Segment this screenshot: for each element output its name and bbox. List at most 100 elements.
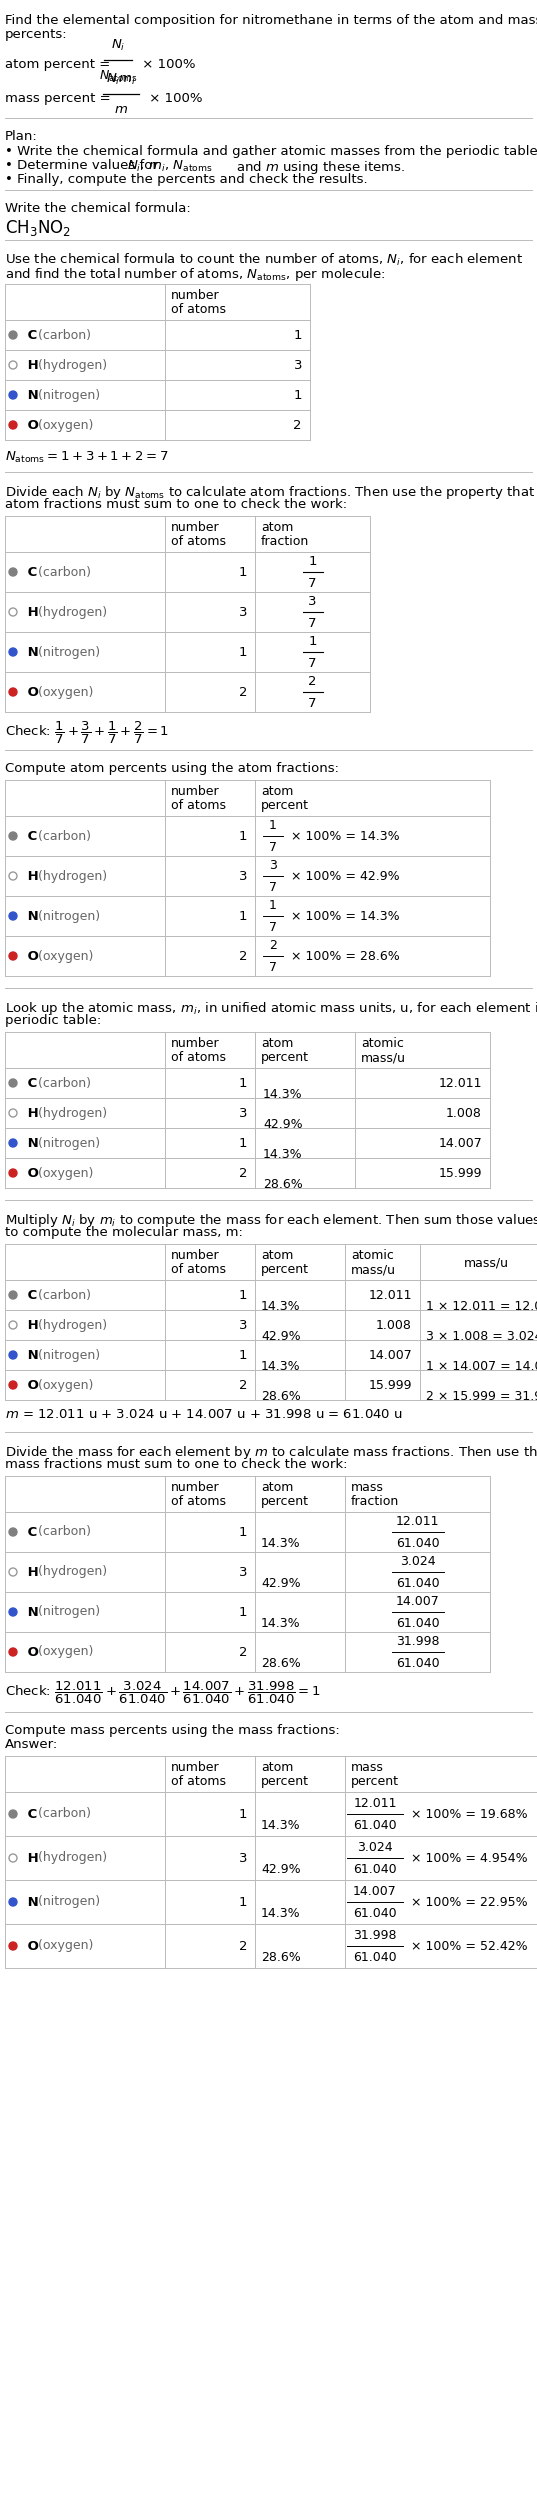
Text: 2: 2 <box>238 1377 247 1392</box>
Text: and $m$ using these items.: and $m$ using these items. <box>232 159 405 176</box>
Text: (carbon): (carbon) <box>34 567 91 579</box>
Text: 3: 3 <box>238 1566 247 1579</box>
Circle shape <box>9 1528 17 1536</box>
Text: number: number <box>171 1249 220 1262</box>
Circle shape <box>9 1941 17 1949</box>
Text: 1: 1 <box>238 1078 247 1090</box>
Circle shape <box>9 1647 17 1657</box>
Text: × 100% = 28.6%: × 100% = 28.6% <box>287 949 400 962</box>
Text: of atoms: of atoms <box>171 798 226 811</box>
Text: 7: 7 <box>308 657 317 670</box>
Text: 12.011: 12.011 <box>368 1289 412 1302</box>
Text: (carbon): (carbon) <box>34 1808 91 1821</box>
Text: 3 × 1.008 = 3.024: 3 × 1.008 = 3.024 <box>426 1330 537 1342</box>
Text: (oxygen): (oxygen) <box>34 1644 93 1659</box>
Text: 14.3%: 14.3% <box>261 1360 301 1372</box>
Text: 1: 1 <box>308 635 317 647</box>
Text: 1: 1 <box>269 899 277 912</box>
Text: (nitrogen): (nitrogen) <box>34 909 100 922</box>
Text: 42.9%: 42.9% <box>261 1863 301 1876</box>
Text: of atoms: of atoms <box>171 1264 226 1277</box>
Text: atom: atom <box>261 1037 293 1050</box>
Text: (oxygen): (oxygen) <box>34 1939 93 1951</box>
Text: N: N <box>23 1350 39 1362</box>
Text: C: C <box>23 828 37 844</box>
Text: H: H <box>23 1319 39 1332</box>
Text: 2: 2 <box>238 949 247 962</box>
Text: 14.007: 14.007 <box>368 1350 412 1362</box>
Text: percent: percent <box>261 1496 309 1508</box>
Text: 1: 1 <box>238 1526 247 1538</box>
Text: 3: 3 <box>294 358 302 373</box>
Text: Compute atom percents using the atom fractions:: Compute atom percents using the atom fra… <box>5 763 339 776</box>
Text: (nitrogen): (nitrogen) <box>34 645 100 660</box>
Text: N: N <box>23 388 39 400</box>
Text: × 100% = 19.68%: × 100% = 19.68% <box>407 1808 528 1821</box>
Text: 1: 1 <box>308 554 317 569</box>
Text: 7: 7 <box>269 841 277 854</box>
Text: 3: 3 <box>269 859 277 871</box>
Text: 1.008: 1.008 <box>376 1319 412 1332</box>
Text: 14.3%: 14.3% <box>263 1148 303 1161</box>
Circle shape <box>9 647 17 657</box>
Text: × 100% = 42.9%: × 100% = 42.9% <box>287 869 400 881</box>
Text: N: N <box>23 909 39 922</box>
Text: Check: $\dfrac{12.011}{61.040} + \dfrac{3.024}{61.040} + \dfrac{14.007}{61.040} : Check: $\dfrac{12.011}{61.040} + \dfrac{… <box>5 1680 321 1707</box>
Text: 1: 1 <box>238 1606 247 1619</box>
Text: Use the chemical formula to count the number of atoms, $N_i$, for each element: Use the chemical formula to count the nu… <box>5 252 523 267</box>
Text: atom percent =: atom percent = <box>5 58 114 71</box>
Text: (carbon): (carbon) <box>34 327 91 342</box>
Text: $N_i$, $m_i$, $N_\mathrm{atoms}$: $N_i$, $m_i$, $N_\mathrm{atoms}$ <box>127 159 213 174</box>
Text: number: number <box>171 290 220 302</box>
Text: 7: 7 <box>308 617 317 630</box>
Text: N: N <box>23 1896 39 1909</box>
Text: Plan:: Plan: <box>5 131 38 144</box>
Text: 12.011: 12.011 <box>439 1078 482 1090</box>
Text: 14.007: 14.007 <box>396 1594 439 1609</box>
Text: 7: 7 <box>269 881 277 894</box>
Text: (hydrogen): (hydrogen) <box>34 1851 107 1863</box>
Text: 3: 3 <box>308 594 317 607</box>
Text: • Determine values for: • Determine values for <box>5 159 162 171</box>
Text: 2: 2 <box>238 685 247 697</box>
Circle shape <box>9 1292 17 1299</box>
Text: 1.008: 1.008 <box>446 1105 482 1121</box>
Text: 14.007: 14.007 <box>438 1136 482 1151</box>
Text: (oxygen): (oxygen) <box>34 418 93 431</box>
Text: Multiply $N_i$ by $m_i$ to compute the mass for each element. Then sum those val: Multiply $N_i$ by $m_i$ to compute the m… <box>5 1211 537 1229</box>
Text: (hydrogen): (hydrogen) <box>34 1105 107 1121</box>
Text: 1: 1 <box>238 828 247 844</box>
Text: 1: 1 <box>238 1808 247 1821</box>
Text: (nitrogen): (nitrogen) <box>34 388 100 400</box>
Text: 3.024: 3.024 <box>357 1841 393 1853</box>
Text: fraction: fraction <box>351 1496 399 1508</box>
Text: 2 × 15.999 = 31.998: 2 × 15.999 = 31.998 <box>426 1390 537 1403</box>
Text: × 100% = 22.95%: × 100% = 22.95% <box>407 1896 528 1909</box>
Text: 1 × 14.007 = 14.007: 1 × 14.007 = 14.007 <box>426 1360 537 1372</box>
Text: 2: 2 <box>269 939 277 952</box>
Text: • Write the chemical formula and gather atomic masses from the periodic table.: • Write the chemical formula and gather … <box>5 146 537 159</box>
Text: Divide the mass for each element by $m$ to calculate mass fractions. Then use th: Divide the mass for each element by $m$ … <box>5 1443 537 1460</box>
Circle shape <box>9 871 17 879</box>
Text: 61.040: 61.040 <box>396 1617 439 1629</box>
Text: 31.998: 31.998 <box>353 1929 397 1941</box>
Circle shape <box>9 1352 17 1360</box>
Text: 61.040: 61.040 <box>353 1906 397 1921</box>
Text: H: H <box>23 1851 39 1863</box>
Text: H: H <box>23 1566 39 1579</box>
Text: atomic: atomic <box>361 1037 404 1050</box>
Text: (hydrogen): (hydrogen) <box>34 604 107 619</box>
Text: 3: 3 <box>238 1851 247 1863</box>
Text: 14.007: 14.007 <box>353 1886 397 1899</box>
Text: × 100% = 4.954%: × 100% = 4.954% <box>407 1851 528 1863</box>
Text: 61.040: 61.040 <box>353 1863 397 1876</box>
Circle shape <box>9 1853 17 1861</box>
Circle shape <box>9 687 17 695</box>
Text: 42.9%: 42.9% <box>261 1330 301 1342</box>
Text: percent: percent <box>261 1264 309 1277</box>
Text: O: O <box>23 1939 39 1951</box>
Circle shape <box>9 831 17 841</box>
Text: 3.024: 3.024 <box>400 1556 436 1569</box>
Text: O: O <box>23 1644 39 1659</box>
Text: N: N <box>23 645 39 660</box>
